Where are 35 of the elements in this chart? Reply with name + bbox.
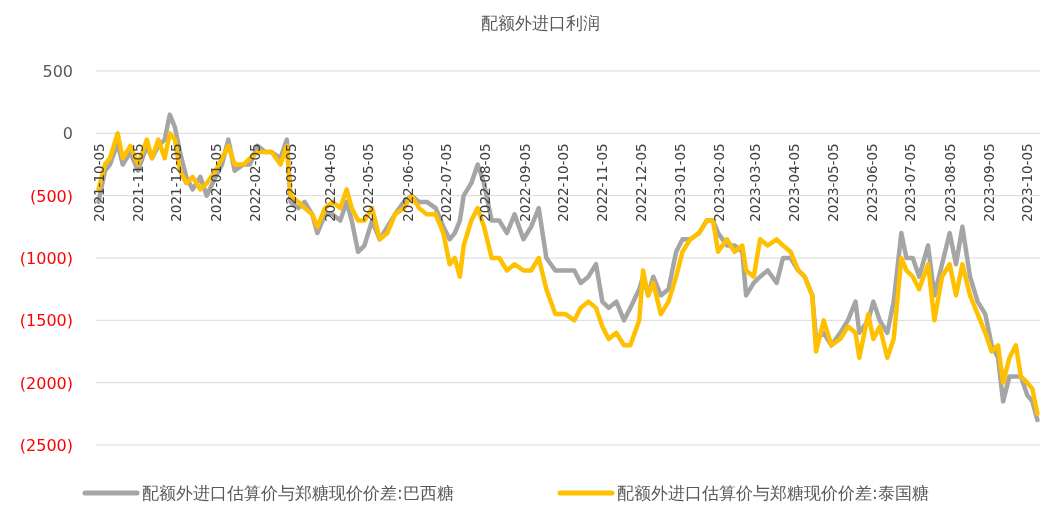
x-tick-label: 2021-10-05 [90, 143, 107, 222]
x-tick-label: 2022-01-05 [207, 143, 224, 222]
y-tick-label: 500 [42, 62, 73, 81]
x-tick-label: 2022-06-05 [399, 143, 416, 222]
y-tick-label: 0 [62, 124, 73, 144]
x-tick-label: 2023-10-05 [1019, 143, 1036, 222]
x-tick-label: 2023-07-05 [902, 143, 919, 222]
x-tick-label: 2022-10-05 [554, 143, 571, 222]
x-tick-label: 2023-04-05 [786, 143, 803, 222]
y-tick-label: (1000) [19, 249, 73, 268]
x-tick-label: 2023-09-05 [981, 143, 998, 222]
x-tick-label: 2023-02-05 [711, 143, 728, 222]
x-tick-label: 2023-06-05 [864, 143, 881, 222]
y-tick-label: (2500) [19, 436, 73, 455]
y-tick-label: (2000) [19, 373, 73, 393]
y-tick-label: (1500) [19, 311, 73, 331]
x-tick-label: 2022-02-05 [247, 143, 264, 222]
x-tick-label: 2022-05-05 [360, 143, 377, 222]
x-tick-label: 2022-11-05 [594, 143, 611, 222]
chart-title: 配额外进口利润 [480, 13, 600, 33]
x-tick-label: 2022-12-05 [632, 143, 649, 222]
legend-label: 配额外进口估算价与郑糖现价价差:泰国糖 [617, 483, 929, 503]
y-tick-label: (500) [29, 186, 73, 206]
x-tick-label: 2023-01-05 [671, 143, 688, 222]
x-tick-label: 2022-08-05 [477, 143, 494, 222]
x-tick-label: 2022-07-05 [437, 143, 454, 222]
x-tick-label: 2023-05-05 [824, 143, 841, 222]
x-tick-label: 2022-03-05 [282, 143, 299, 222]
x-tick-label: 2021-12-05 [168, 143, 185, 222]
x-tick-label: 2023-08-05 [941, 143, 958, 222]
x-tick-label: 2022-04-05 [322, 143, 339, 222]
x-tick-label: 2021-11-05 [129, 143, 146, 222]
x-tick-label: 2022-09-05 [516, 143, 533, 222]
x-tick-label: 2023-03-05 [747, 143, 764, 222]
legend-label: 配额外进口估算价与郑糖现价价差:巴西糖 [142, 483, 454, 503]
